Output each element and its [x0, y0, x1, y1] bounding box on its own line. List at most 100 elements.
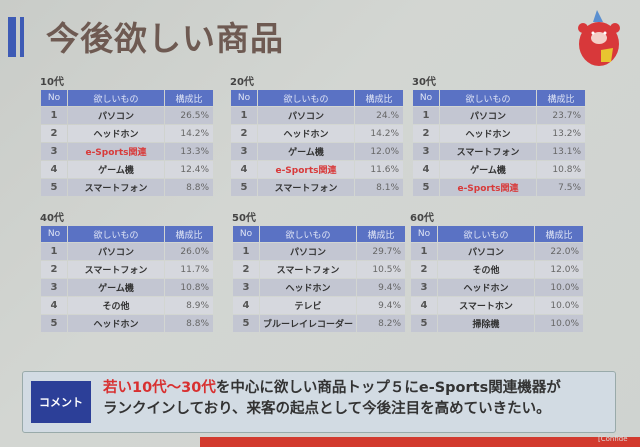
header-no: No — [231, 90, 257, 106]
ratio-cell: 10.0% — [535, 297, 583, 314]
item-cell: パソコン — [68, 107, 164, 124]
ratio-cell: 10.8% — [537, 161, 585, 178]
rank-cell: 1 — [41, 107, 67, 124]
age-group-10代: 10代 No 欲しいもの 構成比 1 パソコン 26.5% 2 ヘッドホン 14… — [40, 73, 214, 197]
rank-cell: 4 — [233, 297, 259, 314]
ranking-table: No 欲しいもの 構成比 1 パソコン 29.7% 2 スマートフォン 10.5… — [232, 225, 406, 333]
rank-cell: 3 — [411, 279, 437, 296]
rank-cell: 2 — [413, 125, 439, 142]
ratio-cell: 14.2% — [355, 125, 403, 142]
rank-cell: 3 — [233, 279, 259, 296]
rank-cell: 5 — [233, 315, 259, 332]
header-no: No — [413, 90, 439, 106]
ratio-cell: 22.0% — [535, 243, 583, 260]
ratio-cell: 12.0% — [535, 261, 583, 278]
header-item: 欲しいもの — [68, 90, 164, 106]
header-no: No — [41, 90, 67, 106]
item-cell: パソコン — [440, 107, 536, 124]
table-row: 4 スマートホン 10.0% — [411, 297, 583, 314]
item-cell: ゲーム機 — [258, 143, 354, 160]
table-row: 1 パソコン 29.7% — [233, 243, 405, 260]
ratio-cell: 13.1% — [537, 143, 585, 160]
ratio-cell: 10.0% — [535, 315, 583, 332]
comment-text: 若い10代～30代を中心に欲しい商品トップ５にe-Sports関連機器が ランク… — [103, 378, 561, 420]
group-label: 50代 — [232, 213, 256, 224]
comment-line2: ランクインしており、来客の起点として今後注目を高めていきたい。 — [103, 401, 551, 417]
table-row: 3 スマートフォン 13.1% — [413, 143, 585, 160]
item-cell: その他 — [438, 261, 534, 278]
ratio-cell: 11.7% — [165, 261, 213, 278]
item-cell: スマートフォン — [258, 179, 354, 196]
age-group-40代: 40代 No 欲しいもの 構成比 1 パソコン 26.0% 2 スマートフォン … — [40, 209, 214, 333]
ratio-cell: 24.% — [355, 107, 403, 124]
item-cell: ゲーム機 — [440, 161, 536, 178]
header-item: 欲しいもの — [68, 226, 164, 242]
ratio-cell: 8.1% — [355, 179, 403, 196]
item-cell: スマートフォン — [440, 143, 536, 160]
rank-cell: 5 — [41, 315, 67, 332]
confidential-label: [Confide — [598, 435, 628, 443]
rank-cell: 4 — [41, 297, 67, 314]
ratio-cell: 26.5% — [165, 107, 213, 124]
table-row: 1 パソコン 22.0% — [411, 243, 583, 260]
table-row: 2 ヘッドホン 14.2% — [41, 125, 213, 142]
item-cell: パソコン — [260, 243, 356, 260]
group-label: 30代 — [412, 77, 436, 88]
ratio-cell: 9.4% — [357, 297, 405, 314]
ranking-table: No 欲しいもの 構成比 1 パソコン 22.0% 2 その他 12.0% 3 … — [410, 225, 584, 333]
ratio-cell: 7.5% — [537, 179, 585, 196]
header-ratio: 構成比 — [165, 226, 213, 242]
ratio-cell: 26.0% — [165, 243, 213, 260]
comment-line1: を中心に欲しい商品トップ５にe-Sports関連機器が — [215, 380, 561, 396]
item-cell: テレビ — [260, 297, 356, 314]
item-cell: その他 — [68, 297, 164, 314]
ranking-table: No 欲しいもの 構成比 1 パソコン 23.7% 2 ヘッドホン 13.2% … — [412, 89, 586, 197]
footer-bar — [200, 437, 640, 447]
table-row: 1 パソコン 23.7% — [413, 107, 585, 124]
table-row: 2 ヘッドホン 14.2% — [231, 125, 403, 142]
table-row: 5 ブルーレイレコーダー 8.2% — [233, 315, 405, 332]
ratio-cell: 8.2% — [357, 315, 405, 332]
rank-cell: 2 — [41, 261, 67, 278]
comment-box: コメント 若い10代～30代を中心に欲しい商品トップ５にe-Sports関連機器… — [22, 371, 616, 433]
rank-cell: 5 — [411, 315, 437, 332]
header-no: No — [233, 226, 259, 242]
rank-cell: 5 — [41, 179, 67, 196]
table-row: 2 スマートフォン 11.7% — [41, 261, 213, 278]
ratio-cell: 23.7% — [537, 107, 585, 124]
item-cell: ヘッドホン — [68, 125, 164, 142]
header-ratio: 構成比 — [355, 90, 403, 106]
item-cell: 掃除機 — [438, 315, 534, 332]
table-row: 4 e-Sports関連 11.6% — [231, 161, 403, 178]
item-cell: パソコン — [438, 243, 534, 260]
age-group-60代: 60代 No 欲しいもの 構成比 1 パソコン 22.0% 2 その他 12.0… — [410, 209, 584, 333]
ratio-cell: 8.8% — [165, 315, 213, 332]
title-accent-bar — [8, 17, 16, 57]
rank-cell: 3 — [413, 143, 439, 160]
table-row: 4 ゲーム機 10.8% — [413, 161, 585, 178]
header-item: 欲しいもの — [440, 90, 536, 106]
item-cell: e-Sports関連 — [440, 179, 536, 196]
group-label: 10代 — [40, 77, 64, 88]
table-row: 2 スマートフォン 10.5% — [233, 261, 405, 278]
table-row: 3 ゲーム機 12.0% — [231, 143, 403, 160]
ratio-cell: 10.0% — [535, 279, 583, 296]
rank-cell: 4 — [413, 161, 439, 178]
ratio-cell: 13.2% — [537, 125, 585, 142]
item-cell: スマートフォン — [68, 179, 164, 196]
header-item: 欲しいもの — [260, 226, 356, 242]
ranking-table: No 欲しいもの 構成比 1 パソコン 26.0% 2 スマートフォン 11.7… — [40, 225, 214, 333]
item-cell: e-Sports関連 — [258, 161, 354, 178]
comment-label: コメント — [31, 381, 91, 423]
ratio-cell: 9.4% — [357, 279, 405, 296]
ratio-cell: 10.5% — [357, 261, 405, 278]
mascot-logo-icon — [578, 10, 620, 66]
ratio-cell: 14.2% — [165, 125, 213, 142]
header-ratio: 構成比 — [357, 226, 405, 242]
age-group-30代: 30代 No 欲しいもの 構成比 1 パソコン 23.7% 2 ヘッドホン 13… — [412, 73, 586, 197]
item-cell: スマートホン — [438, 297, 534, 314]
rank-cell: 3 — [41, 143, 67, 160]
item-cell: パソコン — [68, 243, 164, 260]
table-row: 3 e-Sports関連 13.3% — [41, 143, 213, 160]
rank-cell: 2 — [41, 125, 67, 142]
